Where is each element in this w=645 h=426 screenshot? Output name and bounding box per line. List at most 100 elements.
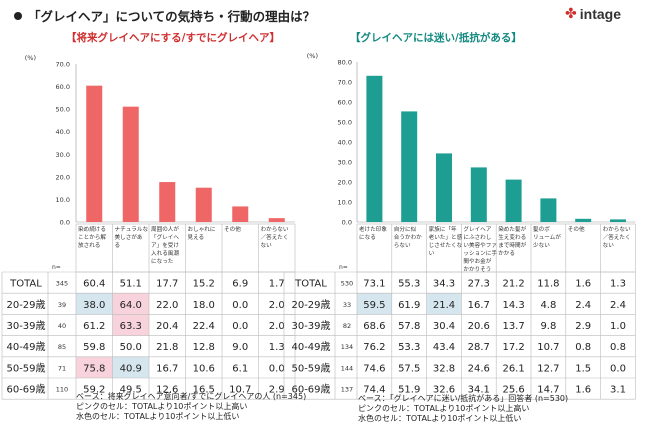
left-cell-value: 0.0 bbox=[232, 321, 248, 332]
right-cell-value: 74.6 bbox=[363, 363, 385, 374]
right-bar bbox=[610, 219, 626, 222]
right-cell-value: 32.8 bbox=[433, 363, 455, 374]
left-y-tick-label: 20.0 bbox=[56, 173, 70, 181]
right-category-label: い美容やファ bbox=[463, 241, 497, 249]
left-cell-highlight bbox=[112, 293, 149, 315]
right-bar bbox=[470, 167, 487, 222]
right-category-label: ない bbox=[603, 242, 615, 249]
right-cell-value: 21.4 bbox=[433, 300, 455, 311]
right-category-label: い bbox=[429, 250, 435, 257]
right-footnote-line: ピンクのセル：TOTALより10ポイント以上高い bbox=[358, 404, 530, 413]
right-cell-value: 24.6 bbox=[468, 363, 490, 374]
left-category-label: 見える bbox=[188, 234, 205, 241]
left-row-label: 30-39歳 bbox=[6, 320, 45, 332]
right-row-n: 144 bbox=[341, 364, 353, 372]
right-row-n: 33 bbox=[343, 301, 351, 309]
right-cell-value: 1.0 bbox=[610, 321, 626, 332]
logo-text: intage bbox=[579, 6, 621, 22]
title-bullet-icon bbox=[14, 12, 22, 20]
left-bar bbox=[268, 218, 285, 222]
right-cell-value: 43.4 bbox=[433, 342, 455, 353]
left-cell-highlight bbox=[112, 314, 149, 336]
left-y-tick-label: 40.0 bbox=[56, 128, 70, 136]
right-cell-value: 51.9 bbox=[398, 385, 420, 396]
right-bar bbox=[540, 198, 557, 222]
left-row-label: 20-29歳 bbox=[6, 299, 45, 311]
right-n-header: n= bbox=[339, 264, 348, 271]
left-category-label: 「グレイヘ bbox=[151, 233, 179, 241]
left-category-label: 放される bbox=[78, 241, 100, 249]
left-row-label: TOTAL bbox=[9, 279, 42, 290]
right-category-label: 染めた髪が bbox=[498, 225, 526, 233]
right-cell-value: 9.8 bbox=[540, 321, 556, 332]
left-cell-value: 2.9 bbox=[269, 385, 285, 396]
right-bar bbox=[366, 75, 383, 222]
left-cell-value: 16.5 bbox=[193, 385, 215, 396]
right-cell-highlight bbox=[357, 293, 392, 315]
right-row-n: 530 bbox=[341, 280, 353, 288]
left-bar bbox=[86, 85, 103, 222]
left-footnote-line: 水色のセル：TOTALより10ポイント以上低い bbox=[76, 412, 240, 421]
left-y-tick-label: 60.0 bbox=[56, 83, 70, 91]
right-cell-value: 1.5 bbox=[575, 363, 591, 374]
left-cell-value: 6.1 bbox=[232, 363, 248, 374]
left-cell-value: 2.0 bbox=[269, 300, 285, 311]
left-cell-value: 21.8 bbox=[156, 342, 178, 353]
left-footnote: ベース：将来グレイヘア意向者/すでにグレイヘアの人 (n=345) ピンクのセル… bbox=[76, 392, 306, 422]
left-y-tick-label: 0.0 bbox=[60, 219, 70, 227]
right-category-label: 髪のボ bbox=[533, 225, 550, 233]
left-category-label: ナチュラルな bbox=[115, 226, 149, 233]
right-cell-value: 0.8 bbox=[575, 342, 591, 353]
right-category-label: グレイヘア bbox=[463, 225, 491, 233]
left-cell-value: 1.3 bbox=[269, 342, 285, 353]
right-footnote-line: 水色のセル：TOTALより10ポイント以上低い bbox=[358, 414, 522, 423]
right-cell-value: 14.3 bbox=[502, 300, 524, 311]
left-cell-value: 59.8 bbox=[83, 342, 105, 353]
right-cell-value: 2.4 bbox=[610, 300, 626, 311]
right-row-label: TOTAL bbox=[294, 279, 327, 290]
left-cell-value: 9.0 bbox=[232, 342, 248, 353]
right-cell-value: 21.2 bbox=[502, 279, 524, 290]
right-category-label: ／答えたく bbox=[603, 233, 631, 241]
left-cell-value: 10.6 bbox=[193, 363, 215, 374]
right-cell-highlight bbox=[426, 293, 462, 315]
right-y-tick-label: 40.0 bbox=[338, 139, 352, 147]
right-category-label: 自分に似 bbox=[394, 225, 417, 233]
left-cell-value: 10.7 bbox=[229, 385, 251, 396]
left-cell-value: 63.3 bbox=[120, 321, 142, 332]
left-cell-value: 38.0 bbox=[83, 300, 105, 311]
right-bar bbox=[575, 218, 592, 222]
left-category-label: 美しさがあ bbox=[115, 233, 143, 241]
left-cell-value: 12.6 bbox=[156, 385, 178, 396]
left-footnote-line: ベース：将来グレイヘア意向者/すでにグレイヘアの人 (n=345) bbox=[76, 392, 307, 401]
left-cell-value: 49.5 bbox=[120, 385, 142, 396]
right-cell-value: 30.4 bbox=[433, 321, 455, 332]
right-bar bbox=[401, 111, 418, 222]
page-title: 「グレイヘア」についての気持ち・行動の理由は？ bbox=[28, 9, 316, 24]
left-cell-value: 22.4 bbox=[193, 321, 215, 332]
right-row-label: 30-39歳 bbox=[291, 320, 330, 332]
left-chart-title: 【将来グレイヘアにする/すでにグレイヘア】 bbox=[66, 32, 281, 44]
right-cell-value: 76.2 bbox=[363, 342, 385, 353]
left-cell-highlight bbox=[76, 356, 113, 378]
left-cell-value: 50.0 bbox=[120, 342, 142, 353]
right-category-label: かかりそう bbox=[463, 266, 491, 273]
right-cell-value: 4.8 bbox=[540, 300, 556, 311]
left-category-label: 周囲の人が bbox=[151, 225, 179, 233]
right-category-label: まで時間が bbox=[498, 241, 526, 249]
left-row-n: 39 bbox=[58, 301, 66, 309]
right-y-tick-label: 20.0 bbox=[338, 179, 352, 187]
right-row-label: 50-59歳 bbox=[291, 362, 330, 374]
right-y-tick-label: 60.0 bbox=[338, 99, 352, 107]
left-cell-value: 0.0 bbox=[269, 363, 285, 374]
left-category-label: ア」を受け bbox=[151, 241, 179, 249]
left-cell-value: 61.2 bbox=[83, 321, 105, 332]
right-cell-value: 27.3 bbox=[468, 279, 490, 290]
left-category-label: になった bbox=[151, 258, 174, 265]
right-category-label: らない bbox=[394, 242, 411, 249]
left-category-label: わからない bbox=[261, 226, 289, 233]
left-cell-value: 40.9 bbox=[120, 363, 142, 374]
right-row-n: 82 bbox=[343, 322, 351, 330]
right-cell-value: 25.6 bbox=[502, 385, 524, 396]
right-cell-value: 28.7 bbox=[468, 342, 490, 353]
